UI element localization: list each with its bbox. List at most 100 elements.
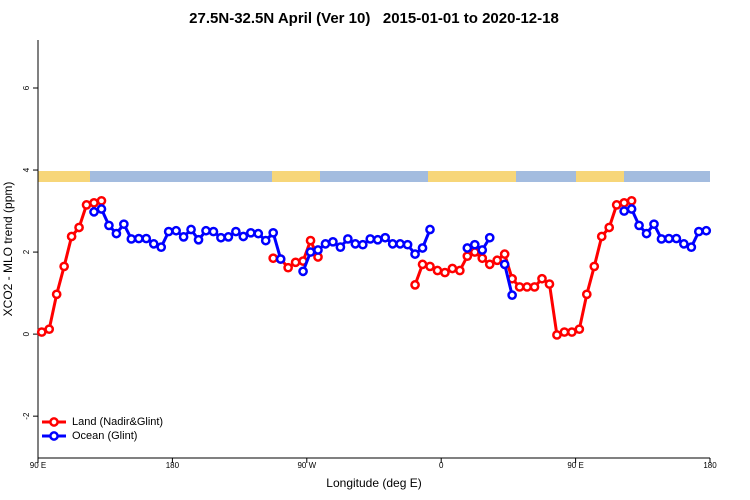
- data-point: [484, 232, 495, 243]
- data-point: [51, 289, 62, 300]
- data-point: [425, 261, 435, 272]
- data-point: [119, 219, 129, 230]
- x-tick-label: 180: [166, 461, 180, 470]
- data-point: [484, 259, 495, 270]
- data-point: [178, 232, 189, 242]
- data-point: [313, 245, 323, 255]
- data-point: [417, 243, 428, 253]
- x-tick-label: 90 W: [297, 461, 316, 470]
- data-point: [357, 239, 368, 250]
- series-line: [93, 207, 707, 296]
- data-point: [432, 265, 443, 276]
- data-point: [208, 226, 219, 237]
- y-tick-label: 6: [22, 85, 31, 90]
- data-point: [410, 280, 420, 290]
- data-point: [126, 234, 137, 244]
- data-point: [499, 259, 510, 270]
- data-point: [111, 228, 122, 239]
- data-point: [701, 225, 712, 236]
- data-point: [104, 220, 114, 231]
- data-point: [514, 282, 525, 292]
- data-point: [223, 232, 234, 242]
- legend-label: Ocean (Glint): [72, 430, 137, 442]
- data-point: [260, 235, 271, 246]
- data-point: [141, 233, 152, 244]
- data-point: [66, 231, 77, 242]
- data-point: [36, 327, 47, 337]
- data-point: [343, 234, 353, 244]
- data-point: [305, 235, 316, 246]
- y-tick-label: -2: [22, 412, 31, 420]
- data-point: [440, 267, 450, 278]
- data-point: [447, 263, 458, 274]
- data-point: [44, 324, 55, 335]
- data-point: [193, 234, 204, 245]
- data-point: [626, 195, 637, 206]
- land-band: [428, 171, 516, 182]
- data-point: [641, 228, 652, 239]
- data-point: [507, 290, 517, 300]
- data-point: [74, 222, 84, 233]
- ocean-band: [38, 171, 710, 182]
- data-point: [402, 239, 413, 250]
- data-point: [96, 204, 107, 214]
- data-point: [537, 273, 547, 284]
- data-point: [231, 226, 241, 237]
- x-tick-label: 180: [703, 461, 717, 470]
- data-point: [619, 206, 629, 216]
- data-point: [462, 243, 473, 253]
- data-point: [298, 266, 308, 277]
- data-point: [133, 233, 144, 244]
- data-point: [619, 198, 629, 208]
- data-point: [96, 195, 107, 206]
- data-point: [581, 289, 592, 300]
- data-point: [305, 247, 316, 257]
- y-axis-label: XCO2 - MLO trend (ppm): [1, 182, 15, 317]
- data-point: [552, 330, 562, 340]
- x-tick-label: 90 E: [30, 461, 46, 470]
- data-point: [275, 254, 286, 264]
- data-point: [186, 224, 196, 235]
- data-point: [477, 253, 488, 264]
- chart-title: 27.5N-32.5N April (Ver 10) 2015-01-01 to…: [189, 10, 559, 27]
- series-line: [41, 199, 632, 338]
- data-point: [425, 224, 435, 235]
- data-point: [589, 261, 600, 272]
- data-point: [283, 262, 293, 273]
- data-point: [522, 282, 532, 292]
- data-point: [350, 239, 361, 249]
- data-point: [171, 225, 181, 236]
- data-point: [216, 232, 226, 243]
- legend-marker: [49, 431, 59, 441]
- data-point: [634, 220, 644, 231]
- data-point: [559, 327, 570, 337]
- data-point: [201, 225, 211, 236]
- legend-marker: [49, 417, 59, 427]
- data-point: [59, 261, 69, 272]
- data-point: [693, 226, 704, 237]
- data-point: [365, 234, 376, 244]
- data-point: [320, 239, 331, 249]
- data-point: [567, 327, 577, 337]
- data-point: [477, 245, 488, 255]
- data-point: [268, 253, 279, 264]
- data-point: [81, 200, 92, 210]
- data-point: [395, 239, 405, 249]
- data-point: [380, 232, 391, 243]
- data-point: [89, 198, 99, 208]
- data-point: [268, 227, 279, 238]
- legend-label: Land (Nadir&Glint): [72, 416, 163, 428]
- surface-strip: [38, 171, 710, 182]
- data-point: [417, 259, 428, 270]
- data-point: [574, 324, 585, 335]
- data-point: [469, 247, 480, 257]
- data-point: [455, 265, 465, 276]
- data-point: [163, 226, 174, 237]
- data-point: [245, 227, 256, 238]
- data-point: [156, 242, 167, 253]
- data-point: [387, 239, 398, 249]
- x-axis-label: Longitude (deg E): [326, 476, 421, 490]
- data-point: [544, 279, 555, 289]
- data-point: [499, 249, 510, 259]
